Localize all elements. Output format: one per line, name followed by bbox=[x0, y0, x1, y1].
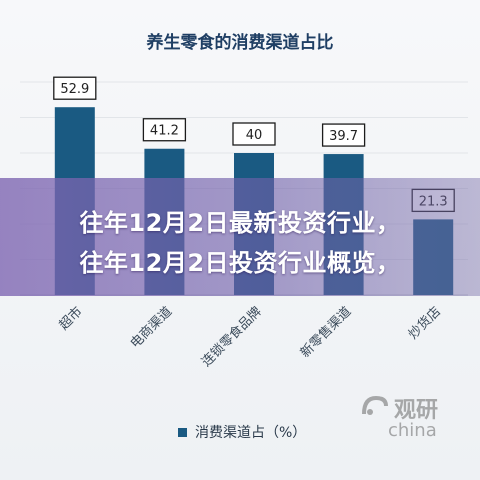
x-tick-label: 炒货店 bbox=[405, 304, 444, 343]
data-label: 40 bbox=[232, 122, 276, 146]
legend: 消费渠道占（%） bbox=[178, 420, 306, 444]
overlay-headline-1: 往年12月2日最新投资行业， bbox=[79, 209, 401, 237]
chart-title: 养生零食的消费渠道占比 bbox=[146, 33, 334, 53]
watermark-text-en: china bbox=[388, 420, 437, 441]
watermark-text-cn: 观研 bbox=[394, 398, 439, 423]
x-tick-label: 电商渠道 bbox=[128, 304, 175, 351]
x-tick-labels: 超市 电商渠道 连锁零食品牌 新零售渠道 炒货店 bbox=[56, 304, 444, 370]
data-label-text: 41.2 bbox=[150, 124, 179, 139]
data-label-box bbox=[232, 122, 276, 146]
data-label-text: 40 bbox=[246, 128, 263, 143]
legend-label: 消费渠道占（%） bbox=[195, 425, 307, 441]
watermark: 观研 china bbox=[356, 386, 476, 446]
overlay-banner bbox=[0, 178, 480, 296]
watermark-logo-icon bbox=[362, 395, 388, 415]
overlay-headline-2: 往年12月2日投资行业概览， bbox=[79, 249, 401, 277]
data-label-box bbox=[53, 76, 97, 100]
x-tick-label: 新零售渠道 bbox=[297, 304, 354, 361]
data-label-text: 52.9 bbox=[60, 82, 89, 97]
legend-swatch bbox=[178, 427, 187, 437]
data-label-text: 39.7 bbox=[329, 129, 358, 144]
data-label: 41.2 bbox=[142, 118, 187, 142]
x-tick-label: 超市 bbox=[56, 304, 86, 334]
x-tick-label: 连锁零食品牌 bbox=[198, 304, 264, 370]
data-label-box bbox=[142, 118, 187, 142]
data-label: 52.9 bbox=[53, 76, 97, 100]
data-label-box bbox=[321, 123, 366, 147]
data-label: 39.7 bbox=[321, 123, 366, 147]
